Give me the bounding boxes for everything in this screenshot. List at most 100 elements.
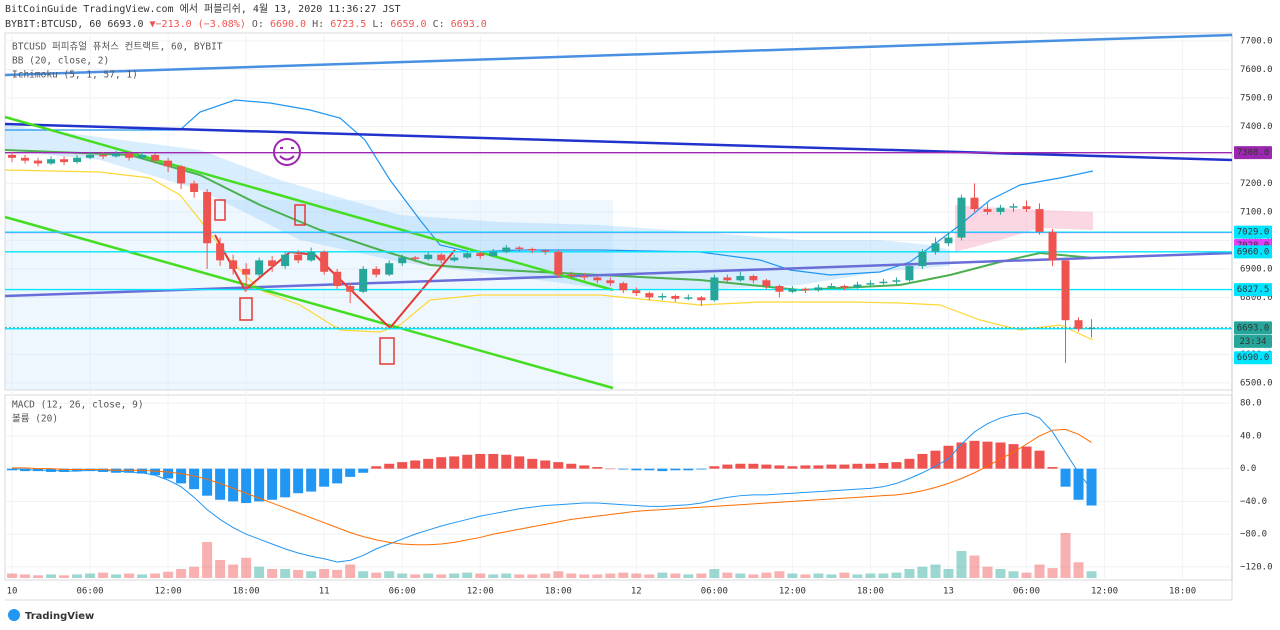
candle-body (970, 197, 979, 210)
histogram-bar (475, 453, 486, 469)
histogram-bar (1021, 446, 1032, 469)
volume-bar (111, 574, 122, 578)
candle-body (489, 251, 498, 257)
histogram-bar (904, 458, 915, 469)
volume-bar (488, 574, 499, 578)
volume-bar (72, 574, 83, 578)
volume-bar (943, 569, 954, 578)
candle-body (60, 159, 69, 163)
candle-body (749, 276, 758, 281)
y-tick-label: −40.0 (1240, 497, 1267, 507)
candle-body (1048, 231, 1057, 261)
volume-bar (1086, 571, 1097, 578)
y-tick-label: 40.0 (1240, 431, 1262, 441)
histogram-bar (189, 468, 200, 490)
candle-body (151, 154, 160, 161)
y-tick-label: 0.0 (1240, 464, 1256, 474)
histogram-bar (943, 445, 954, 469)
candle-body (1022, 206, 1031, 210)
field-value: 6690.0 (270, 19, 306, 30)
histogram-bar (735, 463, 746, 469)
candle-body (606, 280, 615, 284)
histogram-bar (969, 440, 980, 469)
field-value: 6693.0 (451, 19, 487, 30)
histogram-bar (813, 465, 824, 469)
volume-bar (20, 574, 31, 578)
trendline (4, 251, 1233, 298)
volume-bar (137, 574, 148, 578)
candle-body (658, 295, 667, 298)
volume-bar (878, 573, 889, 578)
y-tick-label: 7500.0 (1240, 93, 1273, 103)
candle-body (567, 274, 576, 277)
histogram-bar (462, 454, 473, 469)
candle-body (164, 160, 173, 167)
histogram-bar (852, 463, 863, 469)
x-tick-label: 10 (7, 587, 18, 597)
volume-bar (176, 569, 187, 578)
histogram-bar (423, 458, 434, 469)
candle-body (593, 277, 602, 281)
volume-bar (813, 573, 824, 578)
histogram-bar (670, 468, 681, 471)
header-quote: BYBIT:BTCUSD, 60 6693.0 ▼−213.0 (−3.08%)… (5, 19, 487, 30)
legend-entry: BTCUSD 퍼피츄얼 퓨처스 컨트랙트, 60, BYBIT (12, 41, 223, 53)
candle-body (333, 271, 342, 287)
volume-bar (319, 569, 330, 578)
y-tick-label: 6900.0 (1240, 264, 1273, 274)
histogram-bar (1008, 444, 1019, 469)
price-tag-label: 6960.0 (1237, 247, 1270, 257)
volume-bar (709, 569, 720, 578)
volume-bar (293, 569, 304, 578)
candle-body (736, 276, 745, 281)
histogram-bar (891, 462, 902, 469)
price-tag-label: 7029.0 (1237, 228, 1270, 238)
volume-bar (7, 573, 18, 578)
candle-body (827, 286, 836, 288)
histogram-bar (1047, 467, 1058, 469)
volume-bar (605, 573, 616, 578)
field-key: C: (433, 19, 445, 30)
x-tick-label: 11 (319, 587, 330, 597)
volume-bar (1060, 533, 1071, 578)
histogram-bar (449, 456, 460, 469)
volume-bar (644, 574, 655, 578)
y-tick-label: 80.0 (1240, 399, 1262, 409)
candle-body (47, 159, 56, 164)
candle-body (931, 243, 940, 252)
legend-entry: MACD (12, 26, close, 9) (12, 400, 144, 411)
histogram-bar (553, 462, 564, 469)
candle-body (229, 260, 238, 269)
volume-bar (475, 573, 486, 578)
smiley (273, 138, 301, 166)
volume-bar (956, 551, 967, 578)
bb-lower (4, 169, 1094, 341)
bb-upper (5, 99, 1094, 276)
histogram-bar (59, 468, 70, 472)
candle-body (632, 290, 641, 294)
candle-body (138, 154, 147, 158)
histogram-bar (748, 463, 759, 469)
histogram-bar (722, 464, 733, 469)
x-tick-label: 12:00 (779, 587, 806, 597)
candle-body (723, 277, 732, 281)
y-tick-label: 6800.0 (1240, 293, 1273, 303)
histogram-bar (436, 457, 447, 469)
candle-body (840, 286, 849, 288)
x-tick-label: 18:00 (1169, 587, 1196, 597)
candle-body (359, 268, 368, 292)
trendline (4, 115, 614, 292)
histogram-bar (384, 463, 395, 469)
volume-bar (397, 573, 408, 578)
histogram-bar (202, 468, 213, 496)
histogram-bar (137, 468, 148, 474)
candle-body (281, 254, 290, 267)
histogram-bar (241, 468, 252, 504)
volume-bar (59, 575, 70, 578)
field-key: L: (372, 19, 384, 30)
ichimoku-cloud (5, 125, 950, 290)
histogram-bar (1034, 450, 1045, 469)
volume-bar (202, 542, 213, 578)
candle-body (385, 263, 394, 275)
candle-body (307, 251, 316, 261)
